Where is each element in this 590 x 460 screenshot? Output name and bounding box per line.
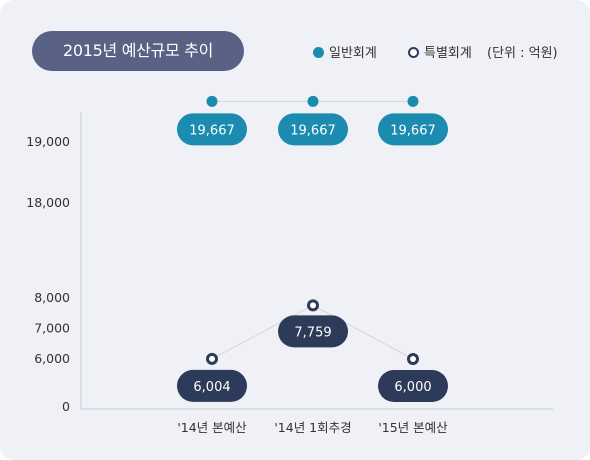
x-tick-label: '14년 본예산 xyxy=(177,420,247,435)
series-special-data-label: 6,000 xyxy=(394,380,431,395)
unit-note: (단위 : 억원) xyxy=(487,46,558,61)
legend-special-marker-icon xyxy=(408,47,419,58)
y-tick-label: 18,000 xyxy=(26,195,70,210)
legend-special: 특별회계 xyxy=(408,42,472,61)
series-general-data-label: 19,667 xyxy=(290,123,336,138)
series-general-point xyxy=(307,95,319,107)
series-special-point xyxy=(206,352,218,365)
y-tick-label: 19,000 xyxy=(26,134,70,149)
series-general-data-label: 19,667 xyxy=(189,123,235,138)
x-tick-label: '14년 1회추경 xyxy=(274,420,351,435)
series-special-point xyxy=(407,353,419,365)
legend-general-marker-icon xyxy=(313,47,324,58)
y-tick-label: 8,000 xyxy=(34,290,70,305)
legend-general-label: 일반회계 xyxy=(329,46,377,61)
series-special-value-pill xyxy=(378,370,448,402)
series-general-point xyxy=(407,95,419,107)
series-general-point xyxy=(206,95,218,107)
series-special-data-label: 6,004 xyxy=(193,380,230,395)
y-tick-label: 6,000 xyxy=(34,351,70,366)
series-general-value-pill xyxy=(378,113,448,146)
legend-special-label: 특별회계 xyxy=(424,46,472,61)
series-special-value-pill xyxy=(177,369,247,402)
series-special-value-pill xyxy=(278,315,348,348)
series-general-data-label: 19,667 xyxy=(390,123,436,138)
series-special-point xyxy=(307,299,319,312)
series-special-line xyxy=(211,304,314,360)
series-general-value-pill xyxy=(177,113,247,146)
series-special-data-label: 7,759 xyxy=(294,325,331,340)
series-general-value-pill xyxy=(278,113,348,146)
legend-general: 일반회계 xyxy=(313,42,377,61)
series-special-line xyxy=(312,304,414,360)
y-tick-label: 0 xyxy=(62,399,70,414)
chart-title: 2015년 예산규모 추이 xyxy=(32,31,244,71)
x-tick-label: '15년 본예산 xyxy=(378,420,448,435)
y-tick-label: 7,000 xyxy=(34,321,70,336)
